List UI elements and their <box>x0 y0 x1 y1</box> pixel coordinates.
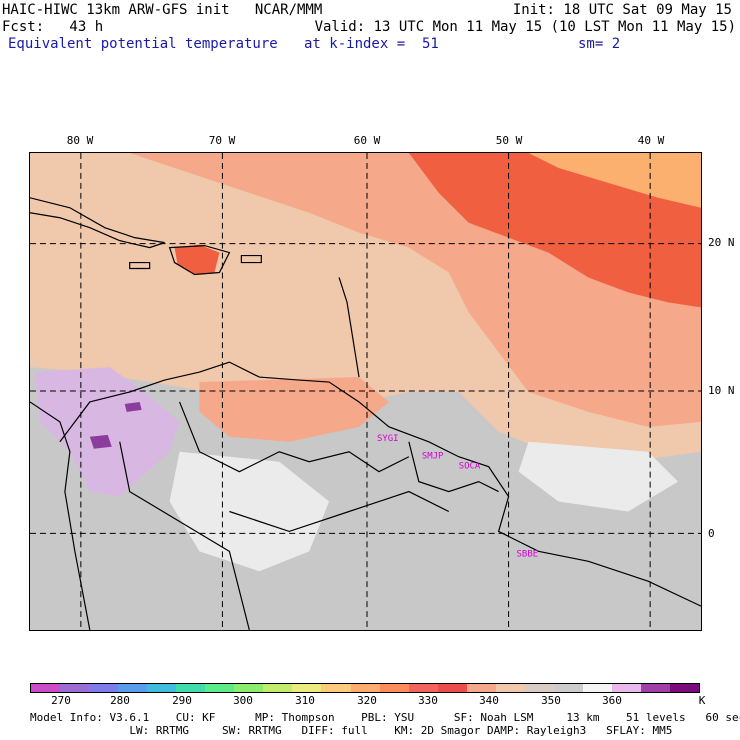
lat-label-20n: 20 N <box>708 236 735 249</box>
cold-spot-1 <box>89 434 112 449</box>
theta-e-map: SYGI SMJP SOCA SBBE <box>29 152 702 631</box>
colorbar-cell <box>524 684 554 692</box>
colorbar-tick-330: 330 <box>418 694 438 707</box>
south-america-coast <box>59 361 701 607</box>
cool-light-region-1 <box>169 451 330 572</box>
colorbar-cell <box>89 684 119 692</box>
cool-region-west <box>34 367 180 497</box>
cuba-coast <box>30 197 165 249</box>
colorbar-cell <box>466 684 496 692</box>
coastlines <box>30 197 701 630</box>
central-america-coast <box>30 401 91 630</box>
colorbar-cell <box>176 684 206 692</box>
station-sbbe: SBBE <box>517 549 539 559</box>
valid-time: Valid: 13 UTC Mon 11 May 15 (10 LST Mon … <box>314 19 736 35</box>
colorbar-cell <box>60 684 90 692</box>
colorbar-cell <box>350 684 380 692</box>
venezuela-border <box>178 401 410 473</box>
level-text: at k-index = 51 <box>304 36 439 52</box>
lesser-antilles <box>338 277 360 378</box>
station-soca: SOCA <box>459 462 481 472</box>
colorbar <box>30 683 700 693</box>
colombia-border <box>119 441 250 630</box>
lon-label-80w: 80 W <box>66 134 94 147</box>
colorbar-cell <box>205 684 235 692</box>
hottest-region <box>528 153 701 208</box>
hot-spot-hispaniola <box>174 244 220 275</box>
lat-lon-grid <box>30 153 701 630</box>
colorbar-cell <box>292 684 322 692</box>
hot-band <box>408 153 701 308</box>
lat-label-eq: 0 <box>708 527 715 540</box>
cold-spot-2 <box>124 401 142 412</box>
colorbar-tick-270: 270 <box>51 694 71 707</box>
colorbar-tick-320: 320 <box>357 694 377 707</box>
colorbar-cell <box>321 684 351 692</box>
colorbar-tick-310: 310 <box>295 694 315 707</box>
colorbar-unit: K <box>698 694 706 707</box>
colorbar-cell <box>408 684 438 692</box>
model-info-line2: LW: RRTMG SW: RRTMG DIFF: full KM: 2D Sm… <box>30 724 673 737</box>
colorbar-tick-340: 340 <box>479 694 499 707</box>
lon-label-50w: 50 W <box>495 134 523 147</box>
colorbar-cell <box>611 684 641 692</box>
colorbar-cell <box>263 684 293 692</box>
cool-light-region-2 <box>518 441 679 512</box>
station-sygi: SYGI <box>377 434 399 444</box>
forecast-hour: Fcst: 43 h <box>2 19 104 35</box>
station-smjp: SMJP <box>422 452 444 462</box>
colorbar-cell <box>234 684 264 692</box>
colorbar-tick-280: 280 <box>110 694 130 707</box>
lon-label-60w: 60 W <box>353 134 381 147</box>
colorbar-cell <box>640 684 671 692</box>
hispaniola-coast <box>168 245 231 276</box>
brazil-border <box>229 490 450 533</box>
lon-label-70w: 70 W <box>208 134 236 147</box>
smooth-text: sm= 2 <box>578 36 621 52</box>
colorbar-cell <box>379 684 409 692</box>
field-name: Equivalent potential temperature <box>8 36 278 52</box>
lon-label-40w: 40 W <box>637 134 665 147</box>
colorbar-cell <box>437 684 467 692</box>
lat-label-10n: 10 N <box>708 384 735 397</box>
colorbar-cell <box>118 684 148 692</box>
colorbar-tick-350: 350 <box>541 694 561 707</box>
model-title: HAIC-HIWC 13km ARW-GFS init NCAR/MMM <box>2 2 323 18</box>
colorbar-cell <box>553 684 583 692</box>
colorbar-cell <box>582 684 612 692</box>
guianas-borders <box>408 441 499 493</box>
puerto-rico-coast <box>240 254 262 264</box>
field-shading <box>30 153 701 572</box>
colorbar-tick-290: 290 <box>172 694 192 707</box>
model-info-line1: Model Info: V3.6.1 CU: KF MP: Thompson P… <box>30 711 740 724</box>
jamaica-coast <box>129 261 151 270</box>
colorbar-tick-300: 300 <box>233 694 253 707</box>
init-time: Init: 18 UTC Sat 09 May 15 <box>512 2 732 18</box>
colorbar-cell <box>31 684 61 692</box>
warm-patch-south <box>199 377 389 442</box>
colorbar-cell <box>670 684 700 692</box>
colorbar-cell <box>495 684 525 692</box>
colorbar-cell <box>147 684 177 692</box>
colorbar-tick-360: 360 <box>602 694 622 707</box>
